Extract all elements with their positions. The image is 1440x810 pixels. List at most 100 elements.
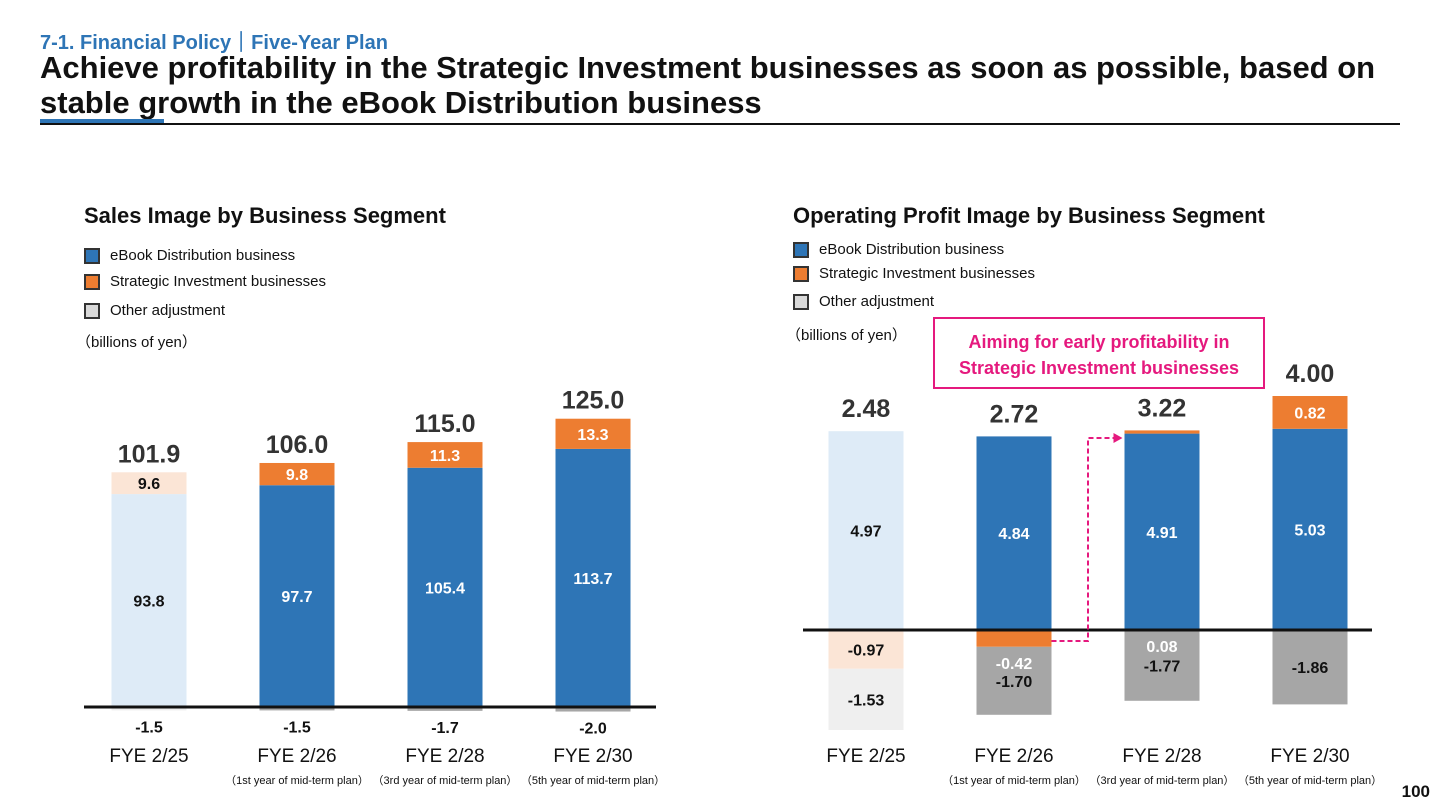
data-label-ebook: 97.7 — [281, 589, 312, 606]
data-label-ebook: 5.03 — [1294, 522, 1325, 539]
sales-unit-label: （billions of yen） — [76, 334, 197, 351]
bar-segment-ebook — [828, 431, 904, 630]
bar-segment-ebook — [1272, 428, 1348, 630]
bar-segment-ebook — [407, 467, 483, 707]
bar-segment-ebook — [111, 494, 187, 707]
data-label-ebook: 113.7 — [573, 571, 612, 588]
bar-segment-adjustment — [111, 707, 187, 711]
data-label-adjustment: -1.70 — [996, 674, 1033, 691]
legend-swatch-strategic — [84, 273, 100, 290]
bar-segment-ebook — [1124, 433, 1200, 630]
bar-segment-strategic — [259, 462, 335, 486]
title-accent-bar — [40, 119, 164, 125]
data-label-ebook: 93.8 — [133, 594, 164, 611]
category-label: FYE 2/28 — [405, 746, 484, 767]
bar-segment-adjustment — [1272, 630, 1348, 705]
data-label-strategic: -0.42 — [996, 656, 1033, 673]
legend-label: eBook Distribution business — [819, 241, 1005, 258]
sales-legend-adjustment: Other adjustment — [84, 302, 225, 319]
data-label-strategic: 13.3 — [577, 427, 608, 444]
legend-label: Other adjustment — [819, 293, 935, 310]
bar-segment-strategic — [976, 630, 1052, 647]
bar-segment-adjustment — [407, 707, 483, 711]
legend-label: Strategic Investment businesses — [110, 273, 326, 290]
data-label-adjustment: -1.7 — [431, 720, 459, 737]
sales-chart-title: Sales Image by Business Segment — [84, 203, 446, 228]
profit-unit-label: （billions of yen） — [786, 327, 907, 344]
legend-label: Other adjustment — [110, 302, 226, 319]
data-label-ebook: 4.97 — [850, 524, 881, 541]
total-label: 101.9 — [118, 440, 181, 468]
category-subtitle: （5th year of mid-term plan） — [521, 774, 665, 787]
total-label: 115.0 — [414, 410, 475, 438]
page-number: 100 — [1401, 782, 1430, 801]
legend-swatch-strategic — [793, 265, 809, 282]
bar-segment-strategic — [407, 442, 483, 468]
total-label: 4.00 — [1286, 360, 1335, 388]
legend-label: Strategic Investment businesses — [819, 265, 1035, 282]
category-subtitle: （1st year of mid-term plan） — [942, 774, 1086, 787]
category-label: FYE 2/28 — [1122, 746, 1201, 767]
bar-segment-strategic — [555, 418, 631, 449]
data-label-ebook: 4.91 — [1146, 525, 1177, 542]
bar-segment-adjustment — [976, 646, 1052, 715]
data-label-strategic: 9.6 — [138, 476, 160, 493]
category-subtitle: （5th year of mid-term plan） — [1238, 774, 1382, 787]
data-label-adjustment: -1.77 — [1144, 658, 1181, 675]
data-label-strategic: 0.08 — [1146, 639, 1177, 656]
data-label-adjustment: -1.86 — [1292, 660, 1329, 677]
bar-segment-adjustment — [1124, 630, 1200, 701]
data-label-strategic: 9.8 — [286, 467, 308, 484]
profit-legend-adjustment: Other adjustment — [793, 293, 934, 310]
legend-swatch-ebook — [84, 247, 100, 264]
title-divider — [40, 123, 1400, 125]
bar-segment-adjustment — [259, 707, 335, 711]
sales-legend-ebook: eBook Distribution business — [84, 247, 295, 264]
data-label-ebook: 105.4 — [425, 580, 465, 597]
total-label: 3.22 — [1138, 394, 1187, 422]
category-label: FYE 2/26 — [257, 746, 336, 767]
legend-label: eBook Distribution business — [110, 247, 296, 264]
total-label: 2.72 — [990, 400, 1039, 428]
profit-chart-title: Operating Profit Image by Business Segme… — [793, 203, 1265, 228]
profitability-callout: Aiming for early profitability in Strate… — [933, 317, 1265, 389]
profit-legend-ebook: eBook Distribution business — [793, 241, 1004, 258]
bar-segment-strategic — [1124, 430, 1200, 434]
category-label: FYE 2/30 — [553, 746, 632, 767]
total-label: 2.48 — [842, 395, 891, 423]
bar-segment-adjustment — [555, 707, 631, 712]
callout-line-1: Aiming for early profitability in — [968, 332, 1230, 352]
data-label-strategic: 0.82 — [1294, 405, 1325, 422]
category-label: FYE 2/25 — [109, 746, 188, 767]
data-label-strategic: 11.3 — [430, 448, 460, 465]
sales-legend-strategic: Strategic Investment businesses — [84, 273, 326, 290]
bar-segment-strategic — [828, 630, 904, 669]
legend-swatch-ebook — [793, 241, 809, 258]
page-title: Achieve profitability in the Strategic I… — [40, 50, 1376, 120]
total-label: 125.0 — [562, 387, 625, 415]
bar-segment-strategic — [111, 472, 187, 495]
data-label-strategic: -0.97 — [848, 642, 885, 659]
data-label-ebook: 4.84 — [998, 526, 1029, 543]
category-subtitle: （3rd year of mid-term plan） — [373, 774, 518, 787]
data-label-adjustment: -1.5 — [135, 719, 163, 736]
category-label: FYE 2/25 — [826, 746, 905, 767]
profit-legend-strategic: Strategic Investment businesses — [793, 265, 1035, 282]
bar-segment-ebook — [976, 436, 1052, 630]
legend-swatch-adjustment — [793, 293, 809, 310]
bar-segment-strategic — [1272, 396, 1348, 429]
data-label-adjustment: -2.0 — [579, 721, 607, 738]
legend-swatch-adjustment — [84, 302, 100, 319]
data-label-adjustment: -1.53 — [848, 692, 885, 709]
profitability-arrow-line — [1051, 437, 1117, 642]
data-label-adjustment: -1.5 — [283, 719, 311, 736]
category-subtitle: （3rd year of mid-term plan） — [1090, 774, 1235, 787]
callout-line-2: Strategic Investment businesses — [958, 358, 1240, 378]
category-subtitle: （1st year of mid-term plan） — [225, 774, 369, 787]
category-label: FYE 2/26 — [974, 746, 1053, 767]
total-label: 106.0 — [266, 431, 329, 459]
category-label: FYE 2/30 — [1270, 746, 1349, 767]
bar-segment-ebook — [259, 485, 335, 707]
section-label: 7-1. Financial Policy｜Five-Year Plan — [40, 32, 388, 54]
